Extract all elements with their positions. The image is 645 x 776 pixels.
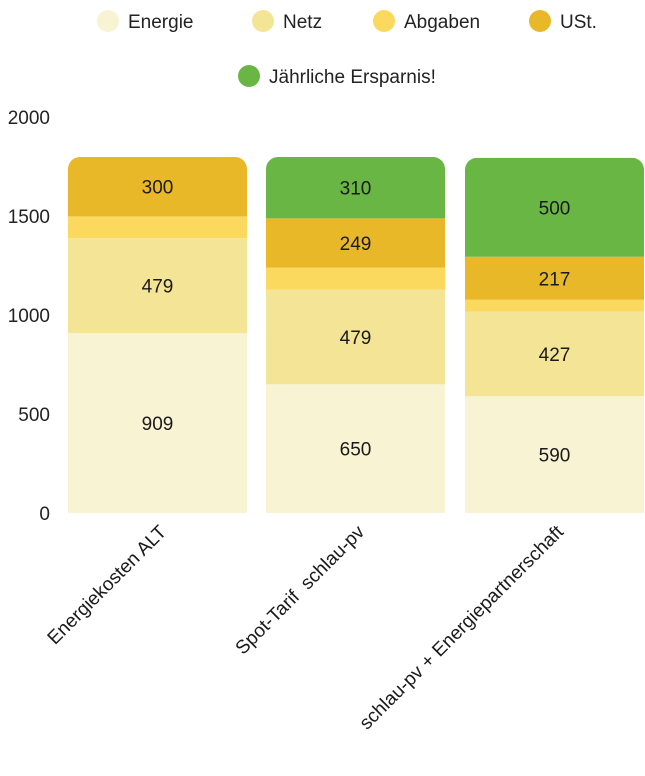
legend-label: Jährliche Ersparnis! bbox=[269, 67, 436, 88]
bar-segment-energie[interactable] bbox=[465, 396, 644, 513]
bar-segment-energie[interactable] bbox=[266, 384, 445, 513]
value-label-energie: 909 bbox=[142, 414, 174, 435]
legend-item-netz[interactable]: Netz bbox=[252, 10, 322, 33]
bar-segment-netz[interactable] bbox=[465, 311, 644, 397]
bars bbox=[68, 156, 644, 513]
legend-label: USt. bbox=[560, 12, 597, 33]
value-label-energie: 650 bbox=[340, 440, 372, 461]
bar-segment-abgaben[interactable] bbox=[68, 216, 247, 239]
bar-segment-abgaben[interactable] bbox=[266, 267, 445, 290]
legend-label: Abgaben bbox=[404, 12, 480, 33]
value-label-netz: 427 bbox=[539, 345, 571, 366]
legend-marker-energie bbox=[97, 10, 119, 32]
legend-marker-jaehrliche-ersparnis bbox=[238, 65, 260, 87]
y-tick-label: 0 bbox=[39, 504, 50, 525]
legend-marker-ust bbox=[529, 10, 551, 32]
bar-stack-energiekosten-alt bbox=[68, 156, 247, 513]
value-label-ust: 217 bbox=[539, 269, 571, 290]
bar-segment-jaehrliche-ersparnis[interactable] bbox=[465, 157, 644, 257]
bar-segment-ust[interactable] bbox=[266, 218, 445, 268]
x-axis: Energiekosten ALT Spot-Tarif schlau-pvsch… bbox=[44, 521, 569, 734]
legend-item-jaehrliche-ersparnis[interactable]: Jährliche Ersparnis! bbox=[238, 65, 436, 88]
legend-item-abgaben[interactable]: Abgaben bbox=[373, 10, 480, 33]
legend-marker-abgaben bbox=[373, 10, 395, 32]
value-label-jaehrliche-ersparnis: 500 bbox=[539, 198, 571, 219]
x-tick-label-spot-tarif-schlau-pv: Spot-Tarif schlau-pv bbox=[232, 521, 370, 659]
value-label-energie: 590 bbox=[539, 446, 571, 467]
x-tick-label-schlau-pv-energiepartnerschaft: schlau-pv + Energiepartnerschaft bbox=[356, 521, 569, 734]
bar-segment-netz[interactable] bbox=[266, 289, 445, 385]
value-label-ust: 249 bbox=[340, 234, 372, 255]
legend-label: Energie bbox=[128, 12, 194, 33]
y-tick-label: 2000 bbox=[8, 108, 50, 129]
y-tick-label: 1500 bbox=[8, 207, 50, 228]
y-tick-label: 500 bbox=[18, 405, 50, 426]
legend-marker-netz bbox=[252, 10, 274, 32]
value-labels: 909 479 300 650 479 249 310 590 427 217 500 bbox=[142, 178, 571, 467]
bar-segment-jaehrliche-ersparnis[interactable] bbox=[266, 156, 445, 219]
legend-label: Netz bbox=[283, 12, 322, 33]
legend: Energie Netz Abgaben USt. Jährliche Ersparni… bbox=[97, 10, 597, 88]
legend-item-energie[interactable]: Energie bbox=[97, 10, 194, 33]
bar-stack-spot-tarif-schlau-pv bbox=[266, 156, 445, 513]
bar-segment-ust[interactable] bbox=[465, 256, 644, 300]
y-tick-label: 1000 bbox=[8, 306, 50, 327]
x-tick-label-energiekosten-alt: Energiekosten ALT bbox=[44, 521, 172, 649]
bar-segment-abgaben[interactable] bbox=[465, 299, 644, 312]
value-label-jaehrliche-ersparnis: 310 bbox=[340, 179, 372, 200]
bar-stack-schlau-pv-energiepartnerschaft bbox=[465, 157, 644, 513]
legend-item-ust[interactable]: USt. bbox=[529, 10, 597, 33]
bar-segment-netz[interactable] bbox=[68, 238, 247, 334]
bar-segment-ust[interactable] bbox=[68, 156, 247, 217]
bar-segment-energie[interactable] bbox=[68, 333, 247, 513]
value-label-netz: 479 bbox=[142, 277, 174, 298]
value-label-ust: 300 bbox=[142, 178, 174, 199]
y-axis: 0 500 1000 1500 2000 bbox=[8, 108, 50, 525]
value-label-netz: 479 bbox=[340, 328, 372, 349]
